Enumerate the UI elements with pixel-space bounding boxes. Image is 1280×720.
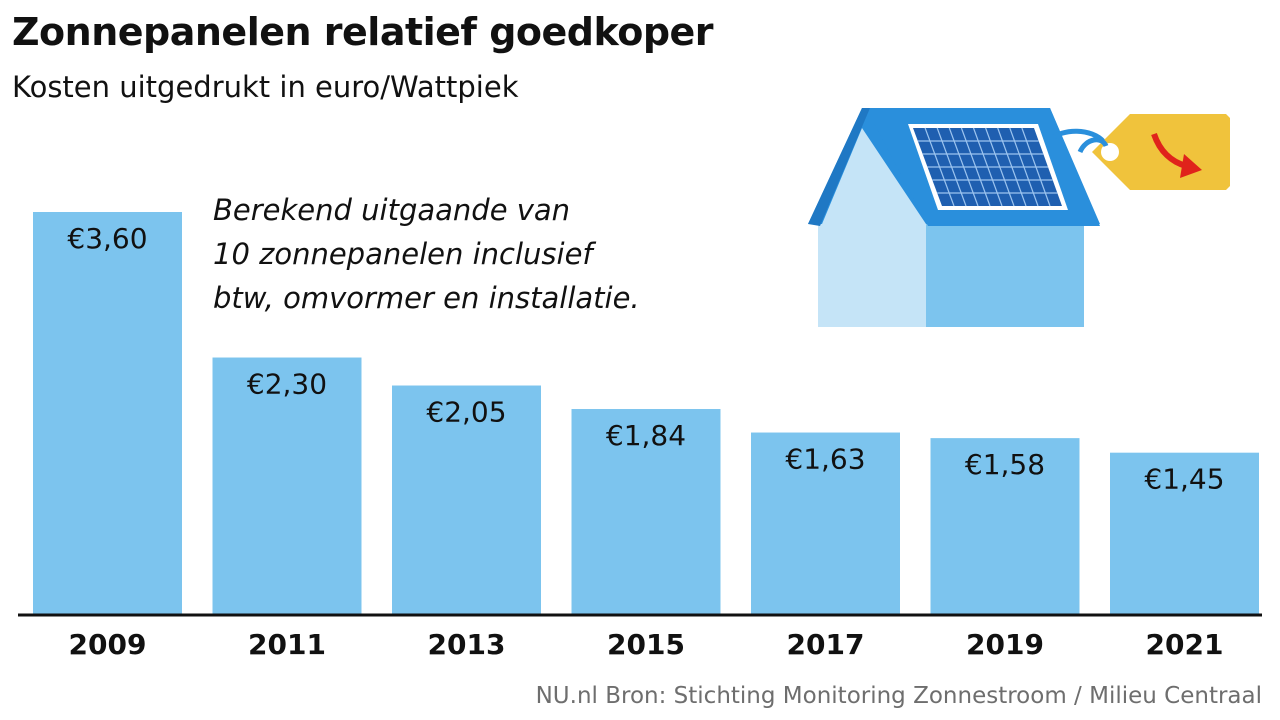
bar-2015: [571, 409, 721, 615]
bar-2009: [33, 212, 182, 615]
bar-value-label-2021: €1,45: [1144, 463, 1224, 496]
house-gable: [820, 120, 926, 220]
note-line-1: Berekend uitgaande van: [213, 193, 571, 227]
x-tick-label-2009: 2009: [69, 628, 147, 661]
note-line-2: 10 zonnepanelen inclusief: [213, 237, 593, 271]
house-wall: [926, 220, 1084, 327]
solar-panel-icon: [908, 124, 1068, 210]
chart-title: Zonnepanelen relatief goedkoper: [12, 10, 714, 54]
bar-value-label-2015: €1,84: [606, 419, 686, 452]
bar-value-label-2011: €2,30: [247, 368, 327, 401]
bar-value-label-2019: €1,58: [965, 448, 1045, 481]
note-line-3: btw, omvormer en installatie.: [213, 281, 640, 315]
house-solar-illustration: [808, 108, 1230, 327]
x-tick-label-2011: 2011: [248, 628, 326, 661]
house-roof-edge: [808, 108, 870, 226]
bar-2019: [930, 438, 1080, 615]
x-tick-label-2013: 2013: [428, 628, 506, 661]
x-tick-label-2021: 2021: [1146, 628, 1224, 661]
price-tag-icon: [1048, 114, 1230, 190]
bar-2013: [392, 385, 541, 615]
bar-2011: [212, 357, 362, 615]
bar-chart: €3,60 2009 €2,30 2011 €2,05 2013 €1,84 2015 €1,6…: [18, 212, 1262, 661]
x-tick-label-2017: 2017: [787, 628, 865, 661]
x-tick-label-2019: 2019: [966, 628, 1044, 661]
bar-value-label-2017: €1,63: [785, 443, 865, 476]
bars-layer: €3,60 2009 €2,30 2011 €2,05 2013 €1,84 2015 €1,6…: [33, 212, 1259, 661]
bar-value-label-2013: €2,05: [426, 396, 506, 429]
annotation-note: Berekend uitgaande van 10 zonnepanelen i…: [213, 188, 640, 320]
chart-subtitle: Kosten uitgedrukt in euro/Wattpiek: [12, 70, 519, 104]
source-credit: NU.nl Bron: Stichting Monitoring Zonnest…: [535, 683, 1262, 709]
bar-2017: [751, 432, 900, 615]
house-wall-light: [818, 220, 930, 327]
x-tick-label-2015: 2015: [607, 628, 685, 661]
bar-value-label-2009: €3,60: [67, 222, 147, 255]
bar-2021: [1110, 452, 1259, 615]
